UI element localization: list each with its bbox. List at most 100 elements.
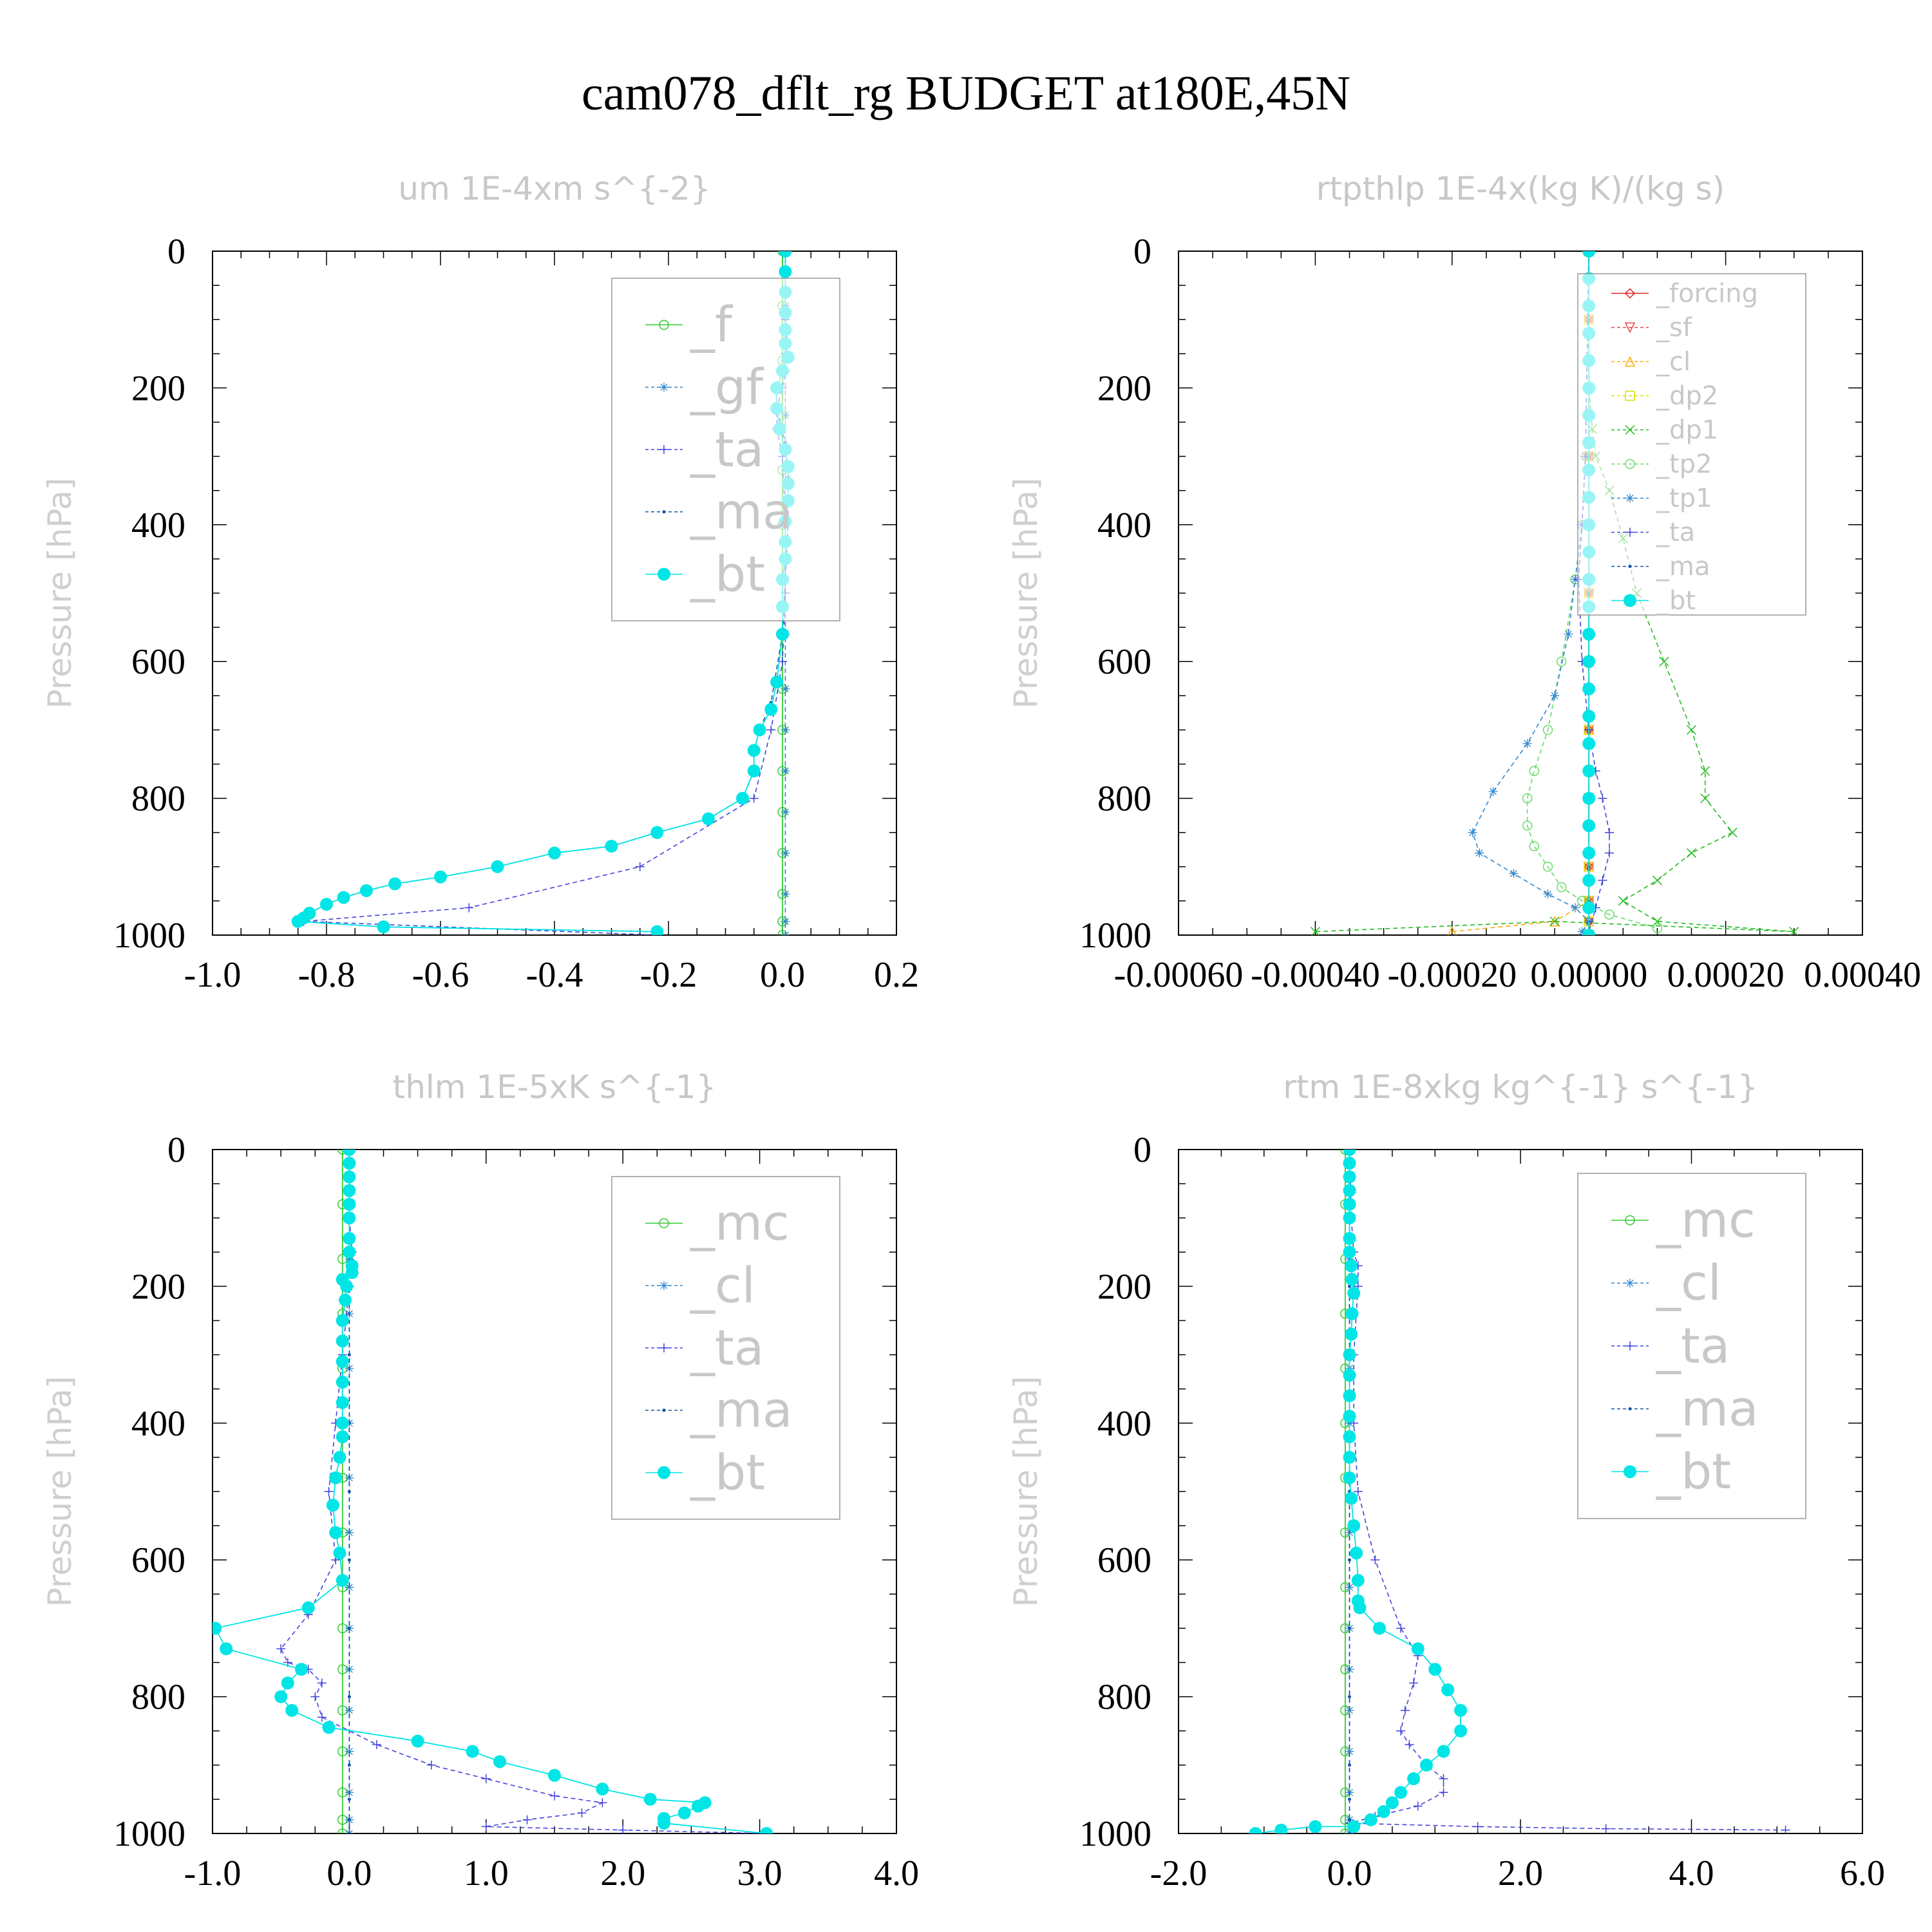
- data-point: [1582, 655, 1596, 668]
- y-tick-label: 600: [131, 642, 185, 682]
- legend-entry: _ta: [1611, 1317, 1730, 1374]
- data-point: [1598, 876, 1607, 886]
- legend-entry: _ta: [1611, 518, 1695, 547]
- data-point: [1343, 1211, 1356, 1225]
- data-point: [466, 1745, 479, 1758]
- legend-marker: [1624, 1465, 1636, 1479]
- x-tick-label: 0.00000: [1530, 955, 1647, 995]
- legend-entry: _forcing: [1611, 279, 1758, 308]
- legend-entry: _sf: [1611, 313, 1692, 343]
- legend-marker: [1624, 594, 1636, 607]
- data-point: [550, 1791, 559, 1801]
- data-point: [1343, 1184, 1356, 1197]
- legend-label: _tp1: [1656, 484, 1712, 513]
- data-point: [1543, 889, 1553, 899]
- data-point: [1582, 791, 1596, 805]
- data-point: [1605, 828, 1615, 837]
- data-point: [776, 627, 789, 641]
- data-point: [1700, 793, 1710, 804]
- panel-title: um 1E-4xm s^{-2}: [398, 170, 710, 207]
- data-point: [372, 1739, 381, 1749]
- data-point: [1377, 1805, 1390, 1819]
- legend-entry: _mc: [645, 1194, 790, 1251]
- y-tick-label: 0: [167, 232, 185, 272]
- data-point: [343, 1211, 356, 1225]
- data-point: [1385, 1796, 1399, 1810]
- legend-entry: _ma: [645, 483, 793, 540]
- x-tick-label: -0.2: [640, 955, 697, 995]
- legend-marker: [1628, 1407, 1632, 1411]
- data-point: [1542, 862, 1553, 872]
- legend-label: _bt: [690, 545, 765, 602]
- data-point: [481, 1822, 491, 1832]
- data-point: [548, 846, 561, 860]
- data-point: [310, 1692, 320, 1701]
- data-point: [1348, 1626, 1351, 1630]
- legend-label: _cl: [1656, 1254, 1721, 1311]
- data-point: [285, 1703, 299, 1717]
- data-point: [650, 826, 664, 839]
- x-tick-label: -0.6: [412, 955, 469, 995]
- data-point: [1405, 1739, 1414, 1749]
- data-point: [322, 1721, 336, 1734]
- legend-entry: _ta: [645, 1319, 764, 1376]
- data-point: [770, 676, 784, 689]
- data-point: [1577, 927, 1587, 935]
- data-point: [336, 1314, 349, 1327]
- data-point: [1348, 1832, 1351, 1833]
- data-point: [781, 725, 790, 735]
- x-tick-label: 0.0: [327, 1853, 372, 1893]
- data-point: [522, 1815, 532, 1824]
- data-point: [1582, 710, 1596, 723]
- data-point: [781, 766, 790, 776]
- data-point: [1345, 1259, 1358, 1273]
- x-tick-label: 4.0: [874, 1853, 919, 1893]
- data-point: [781, 916, 790, 926]
- y-tick-label: 600: [131, 1540, 185, 1580]
- data-point: [301, 1601, 315, 1615]
- data-point: [1475, 848, 1484, 858]
- legend-entry: _bt: [645, 545, 765, 602]
- x-tick-label: 6.0: [1840, 1853, 1885, 1893]
- legend-marker: [659, 319, 669, 330]
- figure-title: cam078_dflt_rg BUDGET at180E,45N: [582, 66, 1350, 120]
- data-point: [1582, 819, 1596, 833]
- legend-entry: _f: [645, 296, 734, 353]
- data-point: [377, 920, 390, 934]
- data-point: [781, 848, 790, 858]
- data-point: [336, 1396, 349, 1409]
- legend-marker: [659, 1281, 668, 1291]
- data-point: [643, 1792, 657, 1806]
- data-point: [1473, 1822, 1482, 1832]
- y-tick-label: 0: [1133, 1130, 1151, 1170]
- legend-entry: _tp1: [1611, 484, 1712, 513]
- data-point: [1454, 1703, 1468, 1717]
- legend-marker: [659, 383, 668, 392]
- chart-panel-2: rtpthlp 1E-4x(kg K)/(kg s) Pressure [hPa]…: [1007, 170, 1921, 995]
- legend-box: [1577, 273, 1806, 616]
- data-point: [337, 1828, 348, 1833]
- legend-entry: _gf: [645, 358, 764, 415]
- x-tick-label: 2.0: [600, 1853, 645, 1893]
- x-tick-label: -2.0: [1150, 1853, 1208, 1893]
- y-tick-label: 800: [131, 779, 185, 819]
- y-tick-label: 800: [1097, 1678, 1151, 1718]
- panels: um 1E-4xm s^{-2} Pressure [hPa] 0 200 400 600…: [41, 170, 1921, 1893]
- data-point: [359, 884, 373, 897]
- legend-entry: _ma: [1611, 1379, 1759, 1437]
- legend-label: _mc: [690, 1194, 790, 1251]
- data-point: [317, 1712, 327, 1722]
- legend-entry: _ma: [1611, 552, 1710, 582]
- x-tick-label: 4.0: [1669, 1853, 1714, 1893]
- data-point: [657, 1817, 670, 1830]
- legend-entry: _cl: [645, 1256, 755, 1314]
- data-point: [677, 1806, 691, 1820]
- data-point: [320, 898, 333, 911]
- data-point: [347, 1763, 351, 1767]
- data-point: [1353, 1487, 1363, 1496]
- data-point: [1582, 682, 1596, 696]
- x-tick-label: 0.00020: [1667, 955, 1785, 995]
- data-point: [1529, 841, 1539, 851]
- data-point: [1618, 896, 1628, 906]
- data-point: [1556, 882, 1567, 893]
